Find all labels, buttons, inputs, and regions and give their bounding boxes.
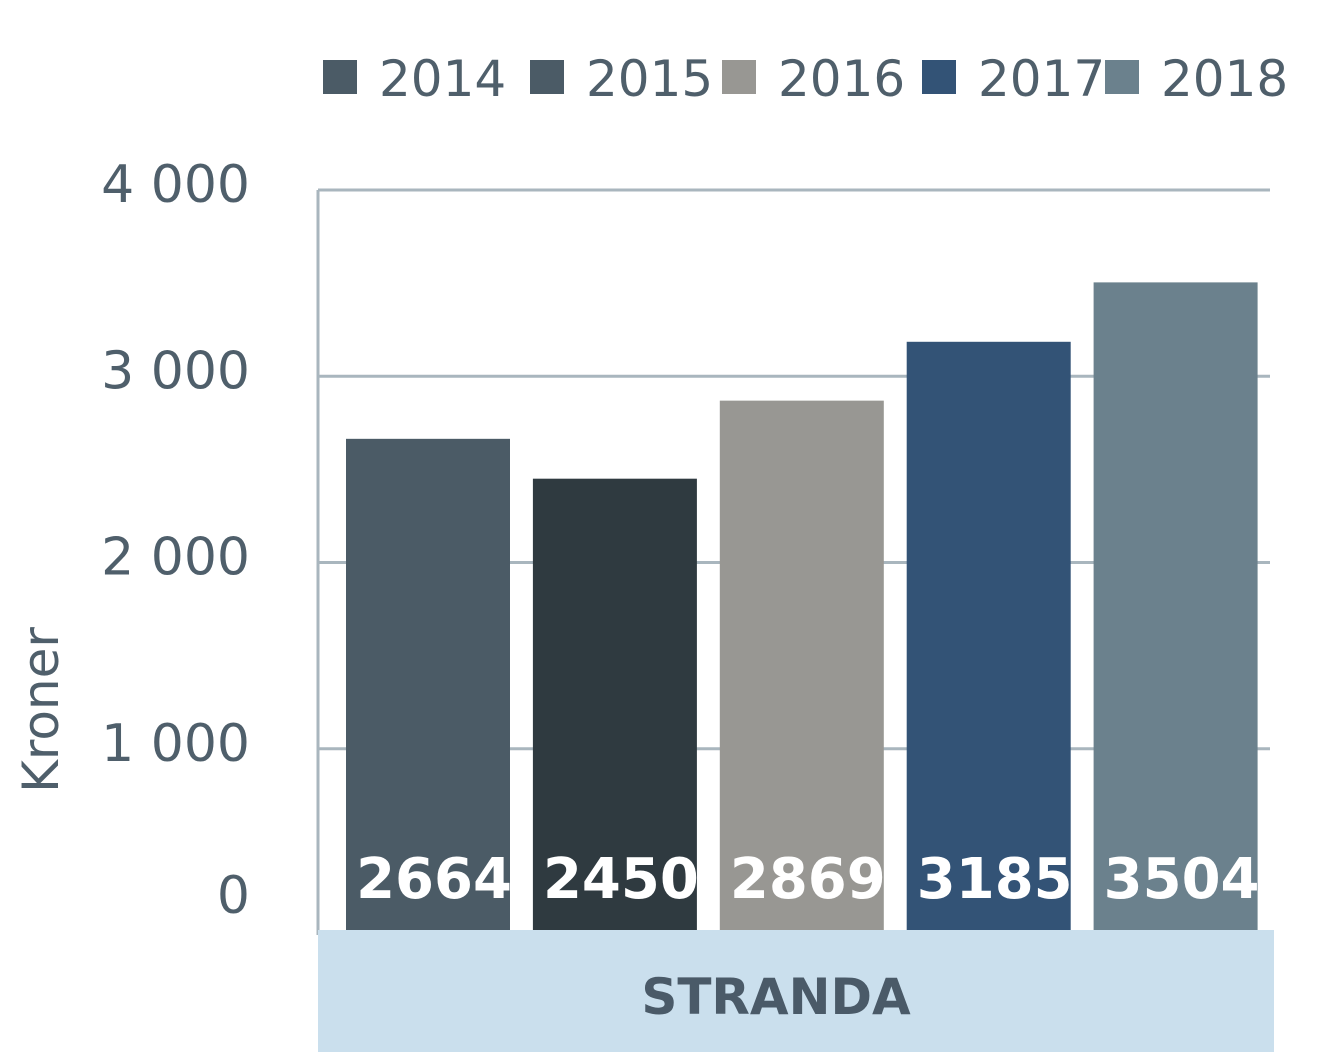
data-label-2014: 2664 <box>356 847 512 912</box>
legend-label-2015: 2015 <box>586 50 713 108</box>
y-tick-label: 3 000 <box>101 341 250 401</box>
legend-label-2014: 2014 <box>379 50 506 108</box>
data-labels: 2664 2450 2869 3185 3504 <box>356 847 1259 912</box>
y-axis-ticks: 0 1 000 2 000 3 000 4 000 <box>101 155 250 926</box>
y-tick-label: 4 000 <box>101 155 250 215</box>
y-tick-label: 1 000 <box>101 714 250 774</box>
legend-swatch-2016 <box>722 60 756 94</box>
bar-2015 <box>532 478 697 930</box>
category-label: STRANDA <box>641 968 911 1026</box>
legend-label-2017: 2017 <box>978 50 1105 108</box>
legend-swatch-2018 <box>1105 60 1139 94</box>
bar-2014 <box>346 438 510 930</box>
bars <box>346 282 1258 930</box>
bar-2016 <box>719 400 884 930</box>
data-label-2016: 2869 <box>730 847 886 912</box>
legend-label-2018: 2018 <box>1161 50 1288 108</box>
legend: 2014 2015 2016 2017 2018 <box>323 50 1288 108</box>
legend-swatch-2017 <box>922 60 956 94</box>
y-tick-label: 0 <box>217 866 250 926</box>
category-band <box>318 930 1274 1052</box>
data-label-2018: 3504 <box>1104 847 1260 912</box>
y-tick-label: 2 000 <box>101 528 250 588</box>
data-label-2015: 2450 <box>543 847 699 912</box>
legend-swatch-2014 <box>323 60 357 94</box>
bar-2018 <box>1093 282 1258 930</box>
legend-swatch-2015 <box>530 60 564 94</box>
data-label-2017: 3185 <box>917 847 1073 912</box>
legend-label-2016: 2016 <box>778 50 905 108</box>
bar-2017 <box>906 341 1071 930</box>
y-axis-label: Kroner <box>12 627 70 793</box>
